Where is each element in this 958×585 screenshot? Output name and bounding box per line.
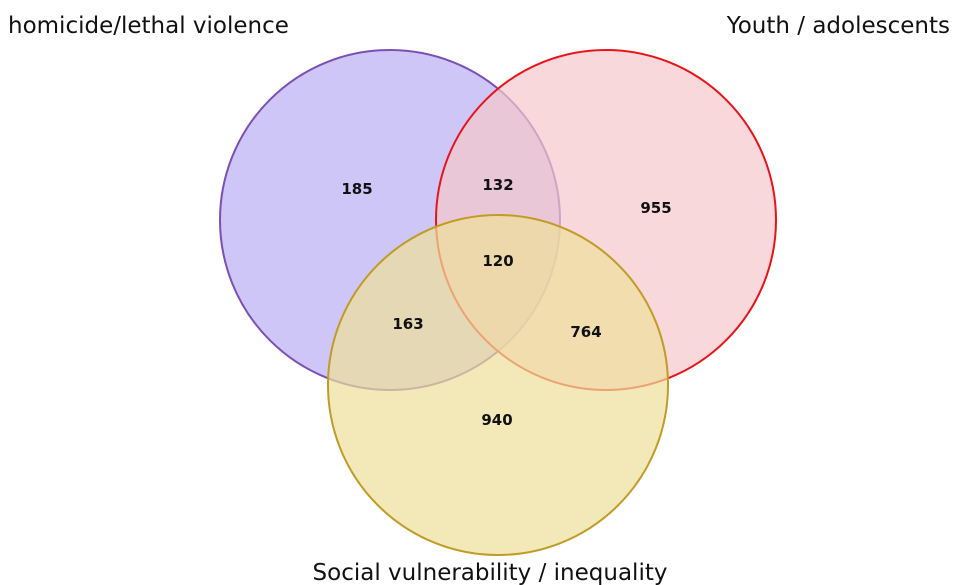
count-youth-social: 764 [570, 323, 601, 341]
count-social-only: 940 [481, 411, 512, 429]
set-label-youth: Youth / adolescents [726, 13, 950, 39]
set-label-social: Social vulnerability / inequality [313, 560, 668, 585]
count-homicide-social: 163 [392, 315, 423, 333]
set-label-homicide: homicide/lethal violence [8, 13, 289, 39]
count-youth-only: 955 [640, 199, 671, 217]
count-homicide-only: 185 [341, 180, 372, 198]
circle-social [327, 214, 669, 556]
count-homicide-youth: 132 [482, 176, 513, 194]
count-all-three: 120 [482, 252, 513, 270]
